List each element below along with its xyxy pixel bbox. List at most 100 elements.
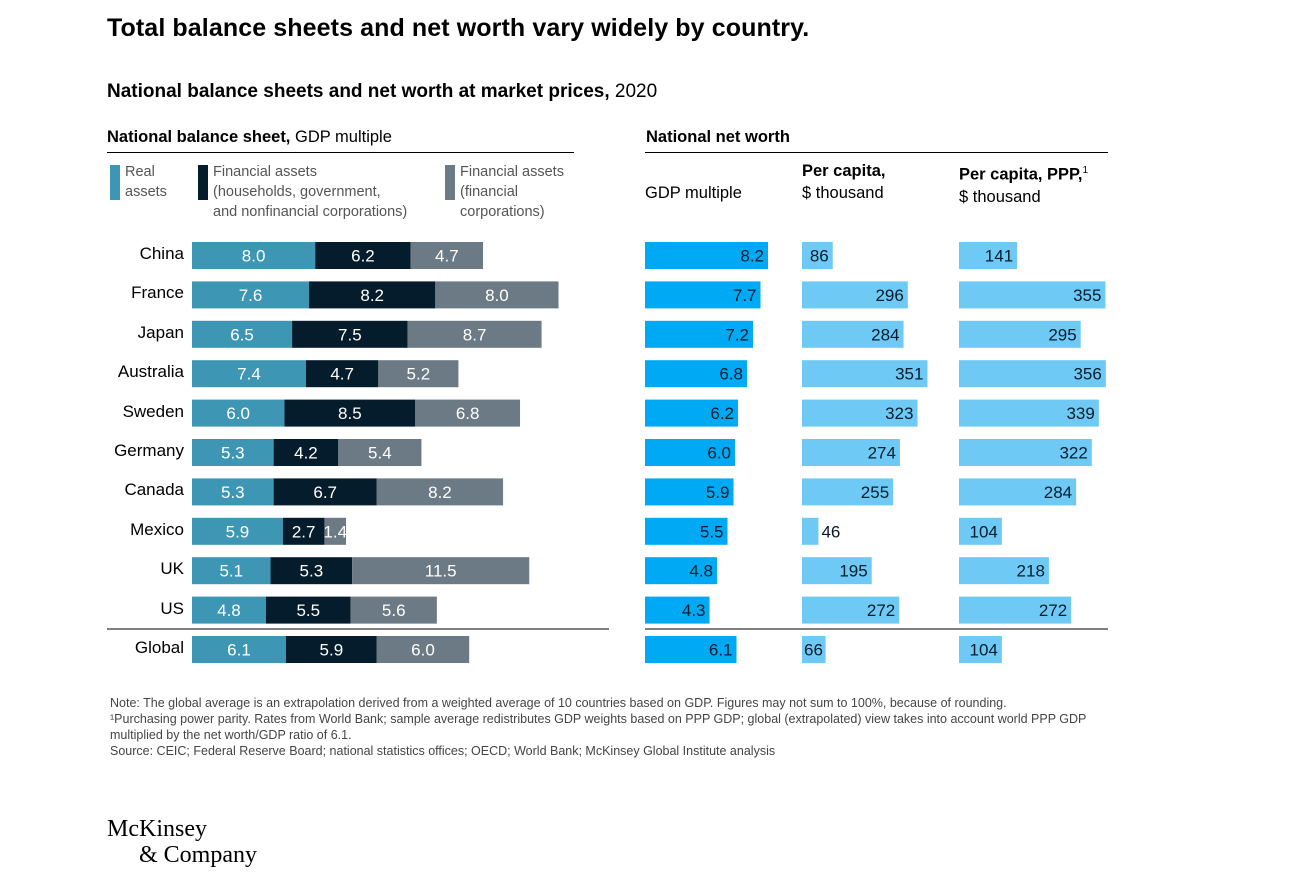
legend-swatch-fin-hh [198,165,208,200]
gdp-bar [645,478,734,506]
col-head-percap-l2: $ thousand [802,184,884,202]
ppp-bar-label: 141 [985,247,1013,266]
percap-bar [802,517,819,545]
stack-bar-label: 4.8 [217,601,241,620]
ppp-bar-label: 322 [1059,444,1087,463]
stack-bar-segment [285,636,377,663]
stack-bar-segment [192,320,293,348]
gdp-bar-label: 8.2 [740,247,764,266]
stack-bar-segment [192,281,310,309]
ppp-bar [959,478,1077,506]
stack-bar-segment [305,360,379,388]
stack-bar-label: 6.0 [411,641,435,660]
stack-bar-label: 6.1 [227,641,251,660]
stack-bar-label: 5.4 [368,444,392,463]
gdp-bar-label: 7.7 [733,286,757,305]
percap-bar-label: 284 [871,325,899,344]
percap-bar [802,399,918,427]
stack-bar-segment [284,399,416,427]
stack-bar-label: 1.4 [323,522,347,541]
gdp-bar [645,242,768,269]
stack-bar-label: 2.7 [292,522,316,541]
ppp-bar-label: 295 [1048,325,1076,344]
stack-bar-segment [350,596,437,624]
stack-bar-label: 6.2 [351,247,375,266]
col-head-percap: Per capita, $ thousand [802,160,885,204]
stack-bar-segment [410,242,484,269]
balance-sheet-chart: 8.0 6.2 4.7 7.6 8.2 8.0 6.5 7.5 8.7 7.4 4.7 5.2 6.0 8… [107,242,1108,663]
stack-bar-label: 5.3 [300,562,324,581]
country-label: Canada [124,480,184,500]
percap-bar-label: 274 [868,444,896,463]
col-head-ppp-l1: Per capita, PPP, [959,165,1083,184]
percap-bar-label: 255 [861,483,889,502]
gdp-bar [645,281,761,309]
stack-bar-segment [309,281,436,309]
stack-bar-segment [192,636,286,663]
stack-bar-label: 8.0 [242,247,266,266]
percap-bar [802,596,900,624]
logo-line2: & Company [139,842,257,868]
ppp-bar [959,596,1072,624]
legend-swatch-fin-corp [445,165,455,200]
ppp-bar-label: 356 [1073,365,1101,384]
ppp-bar-label: 339 [1066,404,1094,423]
gdp-bar [645,596,710,624]
stack-bar-label: 6.7 [313,483,337,502]
left-title-rule [107,152,574,153]
country-label: Australia [117,362,184,382]
stack-bar-segment [273,478,377,506]
stack-bar-segment [192,399,285,427]
stack-bar-segment [282,517,325,545]
legend-fin-corp: Financial assets (financial corporations… [460,162,564,222]
ppp-bar [959,320,1081,348]
footnote-ppp: ¹Purchasing power parity. Rates from Wor… [110,712,1087,742]
stack-bar-label: 5.5 [296,601,320,620]
percap-bar [802,636,826,663]
mckinsey-logo: McKinsey & Company [107,816,257,868]
source-text: Source: CEIC; Federal Reserve Board; nat… [110,744,776,758]
country-label: France [131,283,184,303]
stack-bar-label: 5.9 [320,641,344,660]
stack-bar-segment [376,478,504,506]
stack-bar-segment [192,596,266,624]
stack-bar-segment [415,399,521,427]
gdp-bar-label: 4.8 [689,562,713,581]
percap-bar-label: 323 [885,404,913,423]
stack-bar-segment [324,517,346,545]
country-label: UK [160,559,184,579]
col-head-ppp-footnote: 1 [1082,165,1089,176]
country-label: US [160,598,184,618]
stack-bar-segment [273,439,339,466]
country-label: Japan [137,322,184,342]
right-title-rule [645,152,1108,153]
gdp-bar-label: 6.8 [719,365,743,384]
ppp-bar [959,636,1002,663]
col-head-ppp-l2: $ thousand [959,187,1041,206]
stack-bar-label: 7.6 [239,286,263,305]
note-text: Note: The global average is an extrapola… [110,696,1007,710]
legend-fin-hh-l1: Financial assets [213,164,317,180]
stack-bar-segment [435,281,559,309]
stack-bar-segment [192,360,306,388]
stack-bar-label: 8.2 [428,483,452,502]
gdp-bar [645,439,735,466]
percap-bar [802,320,904,348]
legend-fin-corp-l3: corporations) [460,204,545,220]
legend-fin-corp-l2: (financial [460,184,519,200]
col-head-gdp: GDP multiple [645,160,742,204]
legend-fin-hh-l3: and nonfinancial corporations) [213,204,408,220]
gdp-bar [645,557,717,585]
percap-bar-label: 195 [839,562,867,581]
percap-bar-label: 46 [821,522,840,541]
stack-bar-segment [192,557,271,585]
ppp-bar [959,517,1002,545]
subtitle-bold: National balance sheets and net worth at… [107,81,610,102]
stack-bar-segment [192,517,283,545]
gdp-bar-label: 6.1 [709,641,733,660]
stack-bar-label: 8.5 [338,404,362,423]
stack-bar-segment [192,439,274,466]
notes: Note: The global average is an extrapola… [110,695,1110,759]
stack-bar-label: 7.4 [237,365,261,384]
left-title-bold: National balance sheet, [107,128,291,146]
